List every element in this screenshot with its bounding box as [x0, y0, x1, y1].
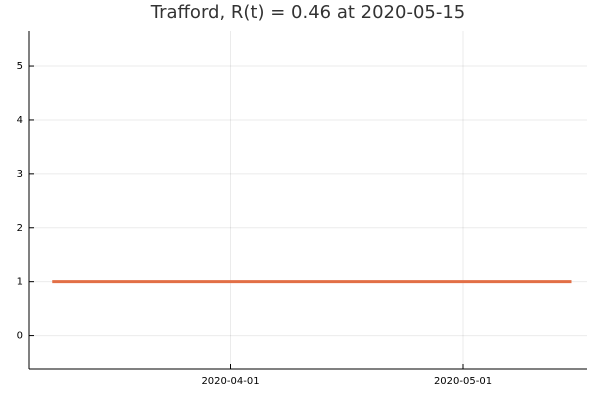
x-tick-label: 2020-05-01 [434, 376, 492, 387]
y-tick-label: 0 [17, 331, 23, 342]
y-tick-label: 5 [17, 61, 23, 72]
y-tick-label: 3 [17, 169, 23, 180]
y-tick-label: 2 [17, 223, 23, 234]
x-tick-label: 2020-04-01 [201, 376, 259, 387]
chart-title: Trafford, R(t) = 0.46 at 2020-05-15 [150, 2, 466, 23]
y-tick-label: 1 [17, 277, 23, 288]
y-tick-label: 4 [17, 115, 23, 126]
